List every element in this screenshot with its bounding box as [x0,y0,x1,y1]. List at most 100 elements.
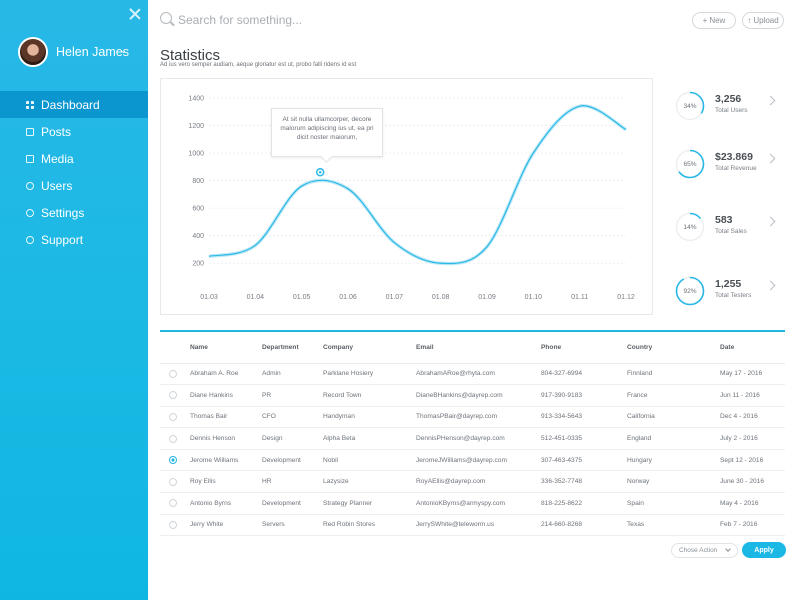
chevron-down-icon [725,546,731,552]
sidebar-item-label: Users [41,178,73,193]
row-checkbox[interactable] [169,520,177,529]
close-icon[interactable] [128,7,142,21]
row-checkbox[interactable] [169,434,177,443]
row-checkbox[interactable] [169,499,177,508]
stat-total-sales[interactable]: 14% 583 Total Sales [675,212,785,246]
table-cell: Norway [627,470,720,494]
x-tick-label: 01.10 [525,294,543,301]
table-row[interactable]: Thomas Bair CFO Handyman ThomasPBair@dayrep… [160,406,785,429]
row-checkbox[interactable] [169,456,177,465]
stat-total-revenue[interactable]: 65% $23.869 Total Revenue [675,149,785,183]
stat-total-testers[interactable]: 92% 1,255 Total Testers [675,276,785,310]
page-subtitle: Ad ius vero semper audiam, aeque gloriat… [160,62,357,68]
action-select-value: Chose Action [679,547,718,554]
sidebar-item-label: Dashboard [41,97,100,112]
table-cell: May 4 - 2016 [720,492,785,515]
table-cell: Parklane Hosiery [323,363,416,386]
table-row[interactable]: Dennis Henson Design Alpha Beta DennisPHens… [160,427,785,450]
table-row[interactable]: Abraham A. Roe Admin Parklane Hosiery Abrah… [160,363,785,386]
action-select[interactable]: Chose Action [671,543,738,558]
sidebar-item-label: Settings [41,205,85,220]
sidebar-item-media[interactable]: Media [0,145,148,172]
stat-total-users[interactable]: 34% 3,256 Total Users [675,91,785,125]
table-row[interactable]: Antonio Byrns Development Strategy Planner… [160,492,785,515]
sidebar-item-label: Media [41,151,74,166]
table-cell: CFO [262,406,323,429]
table-cell: 818-225-8622 [541,492,627,515]
table-row[interactable]: Jerry White Servers Red Robin Stores JerryS… [160,514,785,537]
column-header[interactable]: Department [262,332,323,364]
upload-icon: ↑ [747,16,752,25]
table-cell: France [627,384,720,407]
table-cell: Servers [262,514,323,537]
stat-value: $23.869 [715,151,753,163]
chevron-down-icon[interactable]: ⌄ [120,46,127,55]
sidebar-item-settings[interactable]: Settings [0,199,148,226]
x-tick-label: 01.05 [293,294,311,301]
row-checkbox[interactable] [169,391,177,400]
new-button-label: New [709,16,726,25]
y-tick-label: 400 [192,233,204,240]
table-cell: Admin [262,363,323,386]
column-header[interactable]: Phone [541,332,627,364]
table-cell: Abraham A. Roe [190,363,262,386]
table-row[interactable]: Roy Ellis HR Lazysize RoyAEllis@dayrep.com 3… [160,470,785,494]
x-tick-label: 01.12 [617,294,635,301]
gear-icon [26,208,34,217]
sidebar-item-dashboard[interactable]: Dashboard [0,91,148,118]
stat-percent: 14% [683,223,697,231]
apply-button[interactable]: Apply [742,542,786,558]
table-cell: RoyAEllis@dayrep.com [416,470,541,494]
row-checkbox[interactable] [169,477,177,486]
table-row[interactable]: Jerome Williams Development Nobil JeromeJWi… [160,449,785,472]
table-cell: Development [262,449,323,472]
user-name[interactable]: Helen James [56,45,129,59]
sidebar-item-posts[interactable]: Posts [0,118,148,145]
table-cell: Dec 4 - 2016 [720,406,785,429]
stat-label: Total Testers [715,292,752,299]
table-cell: Diane Hankins [190,384,262,407]
table-cell: Thomas Bair [190,406,262,429]
statistics-chart: 200 400 600 800 1000 1200 1400 01.03 01.04 01.05 0… [160,78,653,315]
row-checkbox[interactable] [169,412,177,421]
edit-icon [26,127,34,136]
table-cell: Jun 11 - 2016 [720,384,785,407]
table-cell: Feb 7 - 2016 [720,514,785,537]
x-tick-label: 01.09 [478,294,496,301]
progress-ring [675,91,705,121]
table-cell: July 2 - 2016 [720,427,785,450]
new-button[interactable]: + New [692,12,736,29]
sidebar-nav: Dashboard Posts Media Users Settings Sup… [0,91,148,253]
stat-value: 1,255 [715,278,742,290]
sidebar-item-support[interactable]: Support [0,226,148,253]
table-cell: 917-390-9183 [541,384,627,407]
y-tick-label: 1400 [188,95,204,102]
row-checkbox[interactable] [169,369,177,378]
sidebar: Helen James ⌄ Dashboard Posts Media User… [0,0,148,600]
table-cell: Design [262,427,323,450]
chevron-right-icon [765,216,776,227]
column-header[interactable]: Date [720,332,785,364]
column-header[interactable]: Email [416,332,541,364]
table-cell: JeromeJWilliams@dayrep.com [416,449,541,472]
search-icon[interactable] [160,12,172,24]
upload-button-label: Upload [753,16,779,25]
progress-ring [675,212,705,242]
column-header[interactable]: Country [627,332,720,364]
chart-svg: 200 400 600 800 1000 1200 1400 01.03 01.04 01.05 0… [188,95,635,301]
stat-label: Total Sales [715,228,747,235]
sidebar-item-users[interactable]: Users [0,172,148,199]
stat-percent: 92% [683,287,697,295]
table-cell: Jerry White [190,514,262,537]
table-cell: 307-463-4375 [541,449,627,472]
upload-button[interactable]: ↑ Upload [742,12,784,29]
search-input[interactable] [178,10,478,30]
table-cell: Red Robin Stores [323,514,416,537]
column-header[interactable]: Name [190,332,262,364]
column-header[interactable]: Company [323,332,416,364]
y-tick-label: 800 [192,178,204,185]
table-row[interactable]: Diane Hankins PR Record Town DianeBHankins@… [160,384,785,407]
table-cell: Development [262,492,323,515]
avatar[interactable] [18,37,48,67]
stat-value: 583 [715,214,733,226]
